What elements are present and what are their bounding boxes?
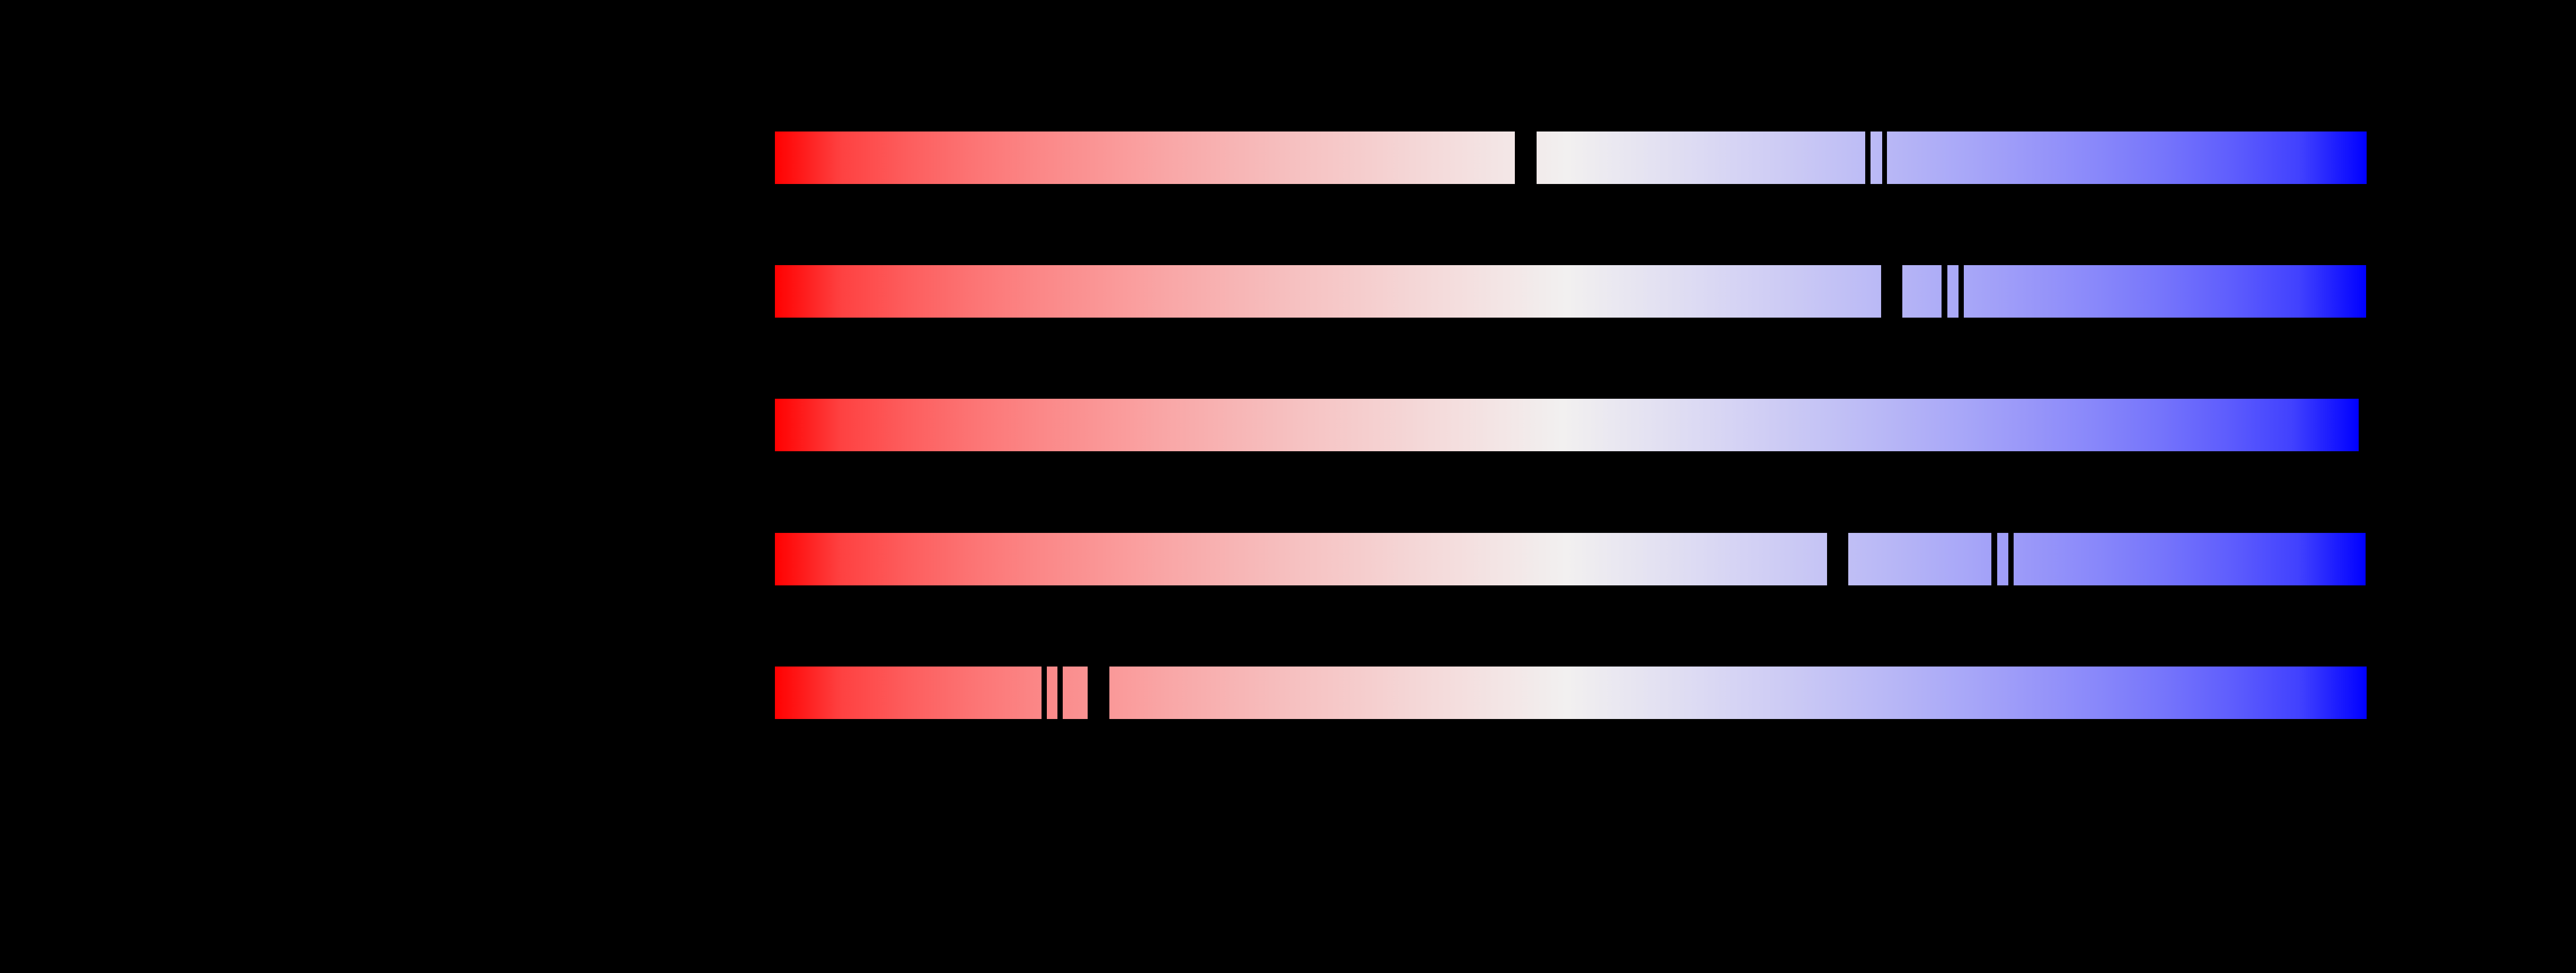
spectrum-bar-2	[775, 265, 2366, 318]
absorption-line-wide-2-1	[1881, 265, 1902, 318]
absorption-line-wide-4-1	[1827, 533, 1848, 585]
spectrum-bar-3	[775, 399, 2359, 451]
absorption-line-wide-5-3	[1088, 667, 1109, 719]
spectrum-bar-1	[775, 132, 2367, 184]
spectrum-bar-5	[775, 667, 2367, 719]
absorption-line-narrow-4-3	[2008, 533, 2014, 585]
absorption-line-narrow-1-2	[1865, 132, 1871, 184]
absorption-line-narrow-1-3	[1882, 132, 1887, 184]
absorption-line-wide-1-1	[1515, 132, 1537, 184]
spectrum-bar-4	[775, 533, 2366, 585]
absorption-line-narrow-2-2	[1942, 265, 1947, 318]
absorption-line-narrow-5-2	[1057, 667, 1063, 719]
absorption-line-narrow-4-2	[1991, 533, 1997, 585]
absorption-line-narrow-5-1	[1042, 667, 1047, 719]
absorption-line-narrow-2-3	[1959, 265, 1964, 318]
